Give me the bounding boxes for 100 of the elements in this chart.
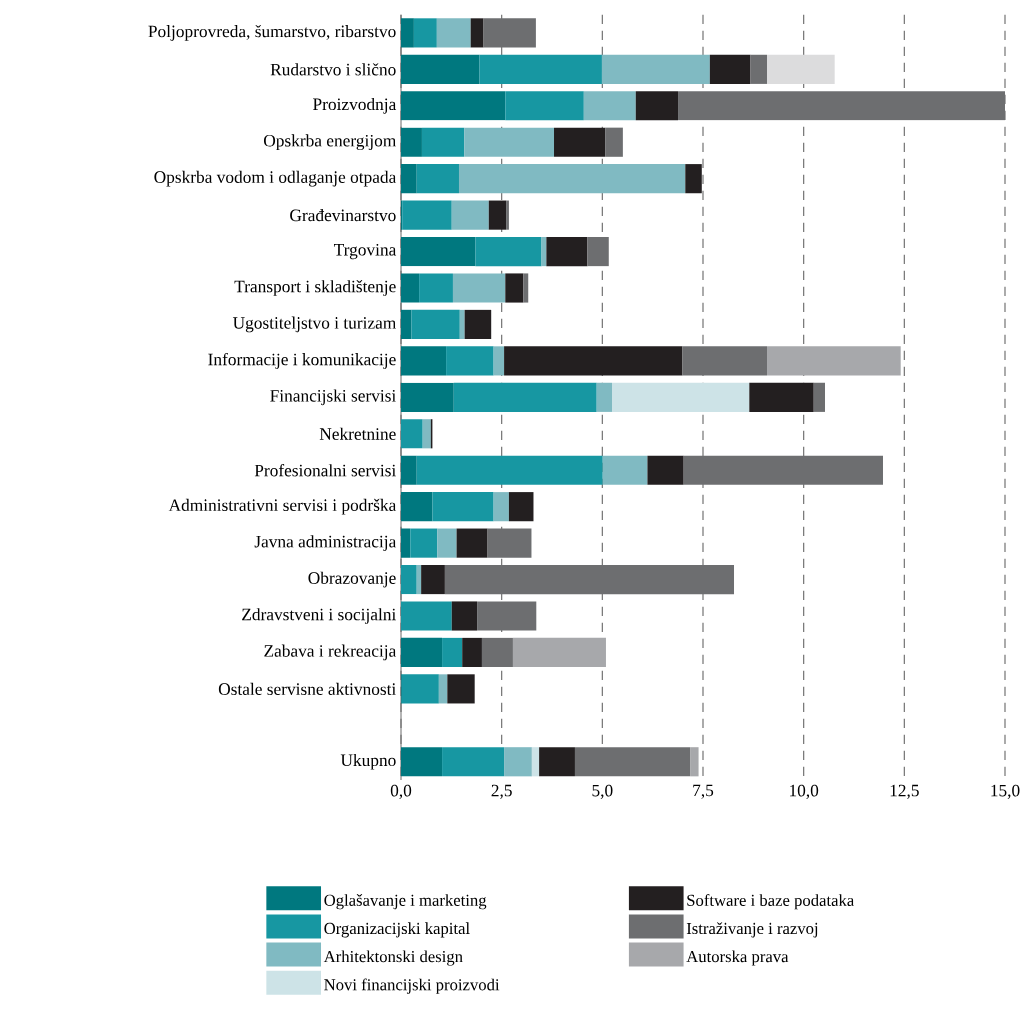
bar <box>432 492 494 522</box>
bar <box>813 382 826 412</box>
bar <box>436 18 471 48</box>
bar <box>587 236 609 267</box>
bar <box>459 309 465 340</box>
bar <box>767 54 835 84</box>
bar <box>437 528 457 558</box>
bar <box>419 273 453 303</box>
y-tick-label: Zabava i rekreacija <box>264 644 397 661</box>
bar <box>401 674 439 704</box>
bar <box>451 200 489 230</box>
bar <box>458 164 686 194</box>
bar <box>464 127 555 157</box>
bar <box>401 91 506 121</box>
bar <box>401 564 417 595</box>
y-tick-label: Rudarstvo i slično <box>270 63 396 76</box>
y-tick-label: Ukupno <box>340 753 396 770</box>
bar <box>456 528 488 558</box>
y-tick-label: Profesionalni servisi <box>254 464 396 477</box>
bar <box>479 54 602 84</box>
bar <box>411 309 460 340</box>
y-tick-label: Opskrba vodom i odlaganje otpada <box>154 170 397 187</box>
bar <box>442 637 463 668</box>
bar <box>410 528 438 558</box>
bar <box>401 455 417 485</box>
bar <box>685 164 702 194</box>
bar <box>401 747 443 777</box>
bar <box>523 273 529 303</box>
bar <box>442 747 505 777</box>
bar <box>401 382 454 412</box>
y-tick-label: Javna administracija <box>254 535 397 551</box>
bar <box>464 309 492 340</box>
bar <box>453 382 597 412</box>
bar <box>401 54 480 84</box>
bar <box>401 127 422 157</box>
bar <box>401 528 411 558</box>
bar <box>512 637 606 668</box>
y-tick-label: Obrazovanje <box>308 571 396 588</box>
bar <box>505 273 524 303</box>
bar <box>438 674 448 704</box>
bar <box>605 127 623 157</box>
bar <box>683 455 883 485</box>
bar <box>690 747 699 777</box>
bar <box>452 273 506 303</box>
bar <box>401 236 476 267</box>
legend-label: Novi financijski proizvodi <box>324 978 500 994</box>
y-tick-label: Zdravstveni i socijalni <box>242 608 396 624</box>
bar <box>612 382 750 412</box>
x-tick-label: 10,0 <box>790 784 819 799</box>
y-tick-label: Građevinarstvo <box>290 209 396 222</box>
bar <box>401 273 420 303</box>
bar <box>531 747 540 777</box>
x-tick-label: 12,5 <box>890 784 919 799</box>
bar <box>647 455 684 485</box>
bar <box>401 346 447 376</box>
bar <box>488 200 507 230</box>
bar <box>422 419 431 449</box>
bar <box>401 309 412 340</box>
bar <box>504 747 532 777</box>
x-tick-label: 7,5 <box>693 784 714 799</box>
bar <box>574 747 691 777</box>
bar <box>402 200 452 230</box>
x-tick-label: 2,5 <box>491 784 512 799</box>
bar <box>682 346 768 376</box>
bar <box>475 236 542 267</box>
bar <box>421 564 445 595</box>
bar <box>416 164 459 194</box>
bar <box>401 419 423 449</box>
bar <box>477 601 537 631</box>
bar <box>401 18 414 48</box>
y-tick-label: Informacije i komunikacije <box>208 352 396 369</box>
bar <box>493 492 509 522</box>
bar <box>749 382 814 412</box>
bar <box>444 564 735 595</box>
bar <box>462 637 482 668</box>
bar <box>401 637 443 668</box>
bar <box>635 91 679 121</box>
y-tick-label: Administrativni servisi i podrška <box>168 498 397 515</box>
bar <box>508 492 534 522</box>
x-tick-label: 0,0 <box>390 784 412 799</box>
y-tick-label: Financijski servisi <box>270 389 396 406</box>
bar <box>554 127 606 157</box>
bar <box>447 674 475 704</box>
legend-label: Software i baze podataka <box>687 894 855 910</box>
bar <box>481 637 513 668</box>
bar <box>413 18 437 48</box>
bar <box>401 164 417 194</box>
bar <box>596 382 612 412</box>
bar <box>470 18 484 48</box>
bar <box>421 127 465 157</box>
legend-label: Oglašavanje i marketing <box>324 894 487 910</box>
y-tick-label: Trgovina <box>333 243 397 260</box>
y-tick-label: Poljoprovreda, šumarstvo, ribarstvo <box>148 25 396 41</box>
bar <box>602 455 648 485</box>
y-tick-label: Transport i skladištenje <box>234 280 396 296</box>
bar <box>446 346 494 376</box>
bar <box>750 54 768 84</box>
x-tick-label: 5,0 <box>592 784 613 799</box>
y-tick-label: Ugostiteljstvo i turizam <box>232 316 397 333</box>
legend-label: Organizacijski kapital <box>324 922 470 938</box>
